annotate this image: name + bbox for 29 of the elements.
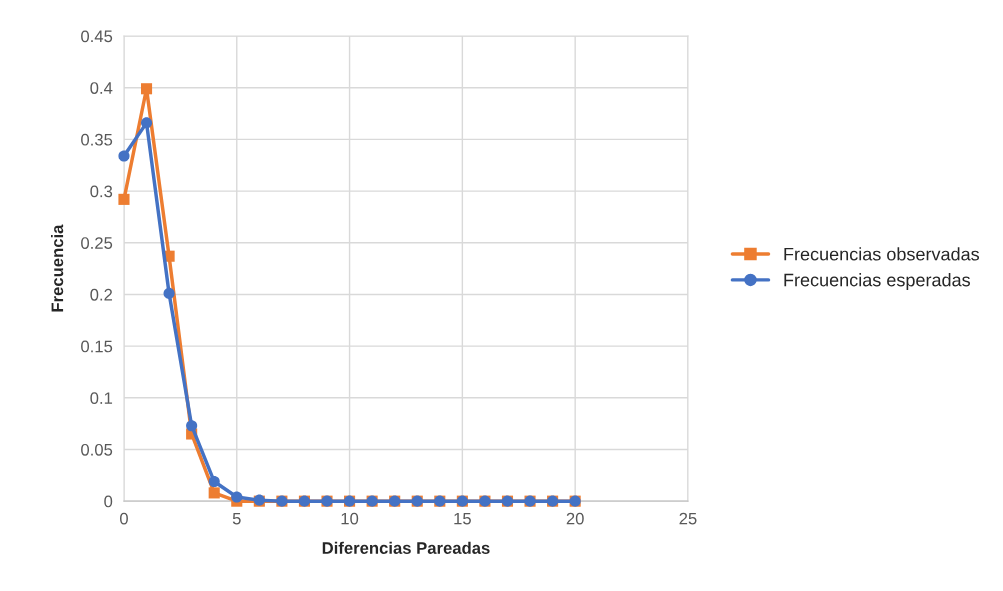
y-tick-label: 0.1 xyxy=(90,392,113,405)
y-tick-label: 0.45 xyxy=(81,30,113,43)
legend-label: Frecuencias observadas xyxy=(784,247,980,261)
point xyxy=(231,491,243,503)
point xyxy=(208,487,220,499)
y-tick-label: 0.4 xyxy=(90,82,113,94)
legend-label: Frecuencias esperadas xyxy=(784,273,970,290)
x-tick-label: 20 xyxy=(566,512,584,525)
point xyxy=(140,83,153,95)
y-axis-title: Frecuencia xyxy=(51,224,64,312)
y-tick-label: 0.25 xyxy=(81,237,113,249)
x-tick-label: 25 xyxy=(679,512,697,525)
point xyxy=(118,150,130,162)
point xyxy=(140,117,153,129)
point xyxy=(118,193,130,205)
point xyxy=(208,475,220,488)
x-tick-label: 0 xyxy=(119,512,128,525)
y-tick-label: 0.3 xyxy=(90,185,113,198)
x-tick-label: 15 xyxy=(454,512,471,525)
x-tick-label: 5 xyxy=(232,512,241,525)
y-tick-label: 0.35 xyxy=(81,133,113,146)
y-tick-label: 0.05 xyxy=(81,443,113,456)
y-tick-label: 0.15 xyxy=(81,340,113,353)
y-tick-label: 0.2 xyxy=(90,288,113,301)
x-tick-label: 10 xyxy=(341,512,359,525)
point xyxy=(163,287,175,299)
y-tick-label: 0 xyxy=(104,495,113,508)
point xyxy=(186,420,198,432)
x-axis-title: Diferencias Pareadas xyxy=(322,541,490,554)
